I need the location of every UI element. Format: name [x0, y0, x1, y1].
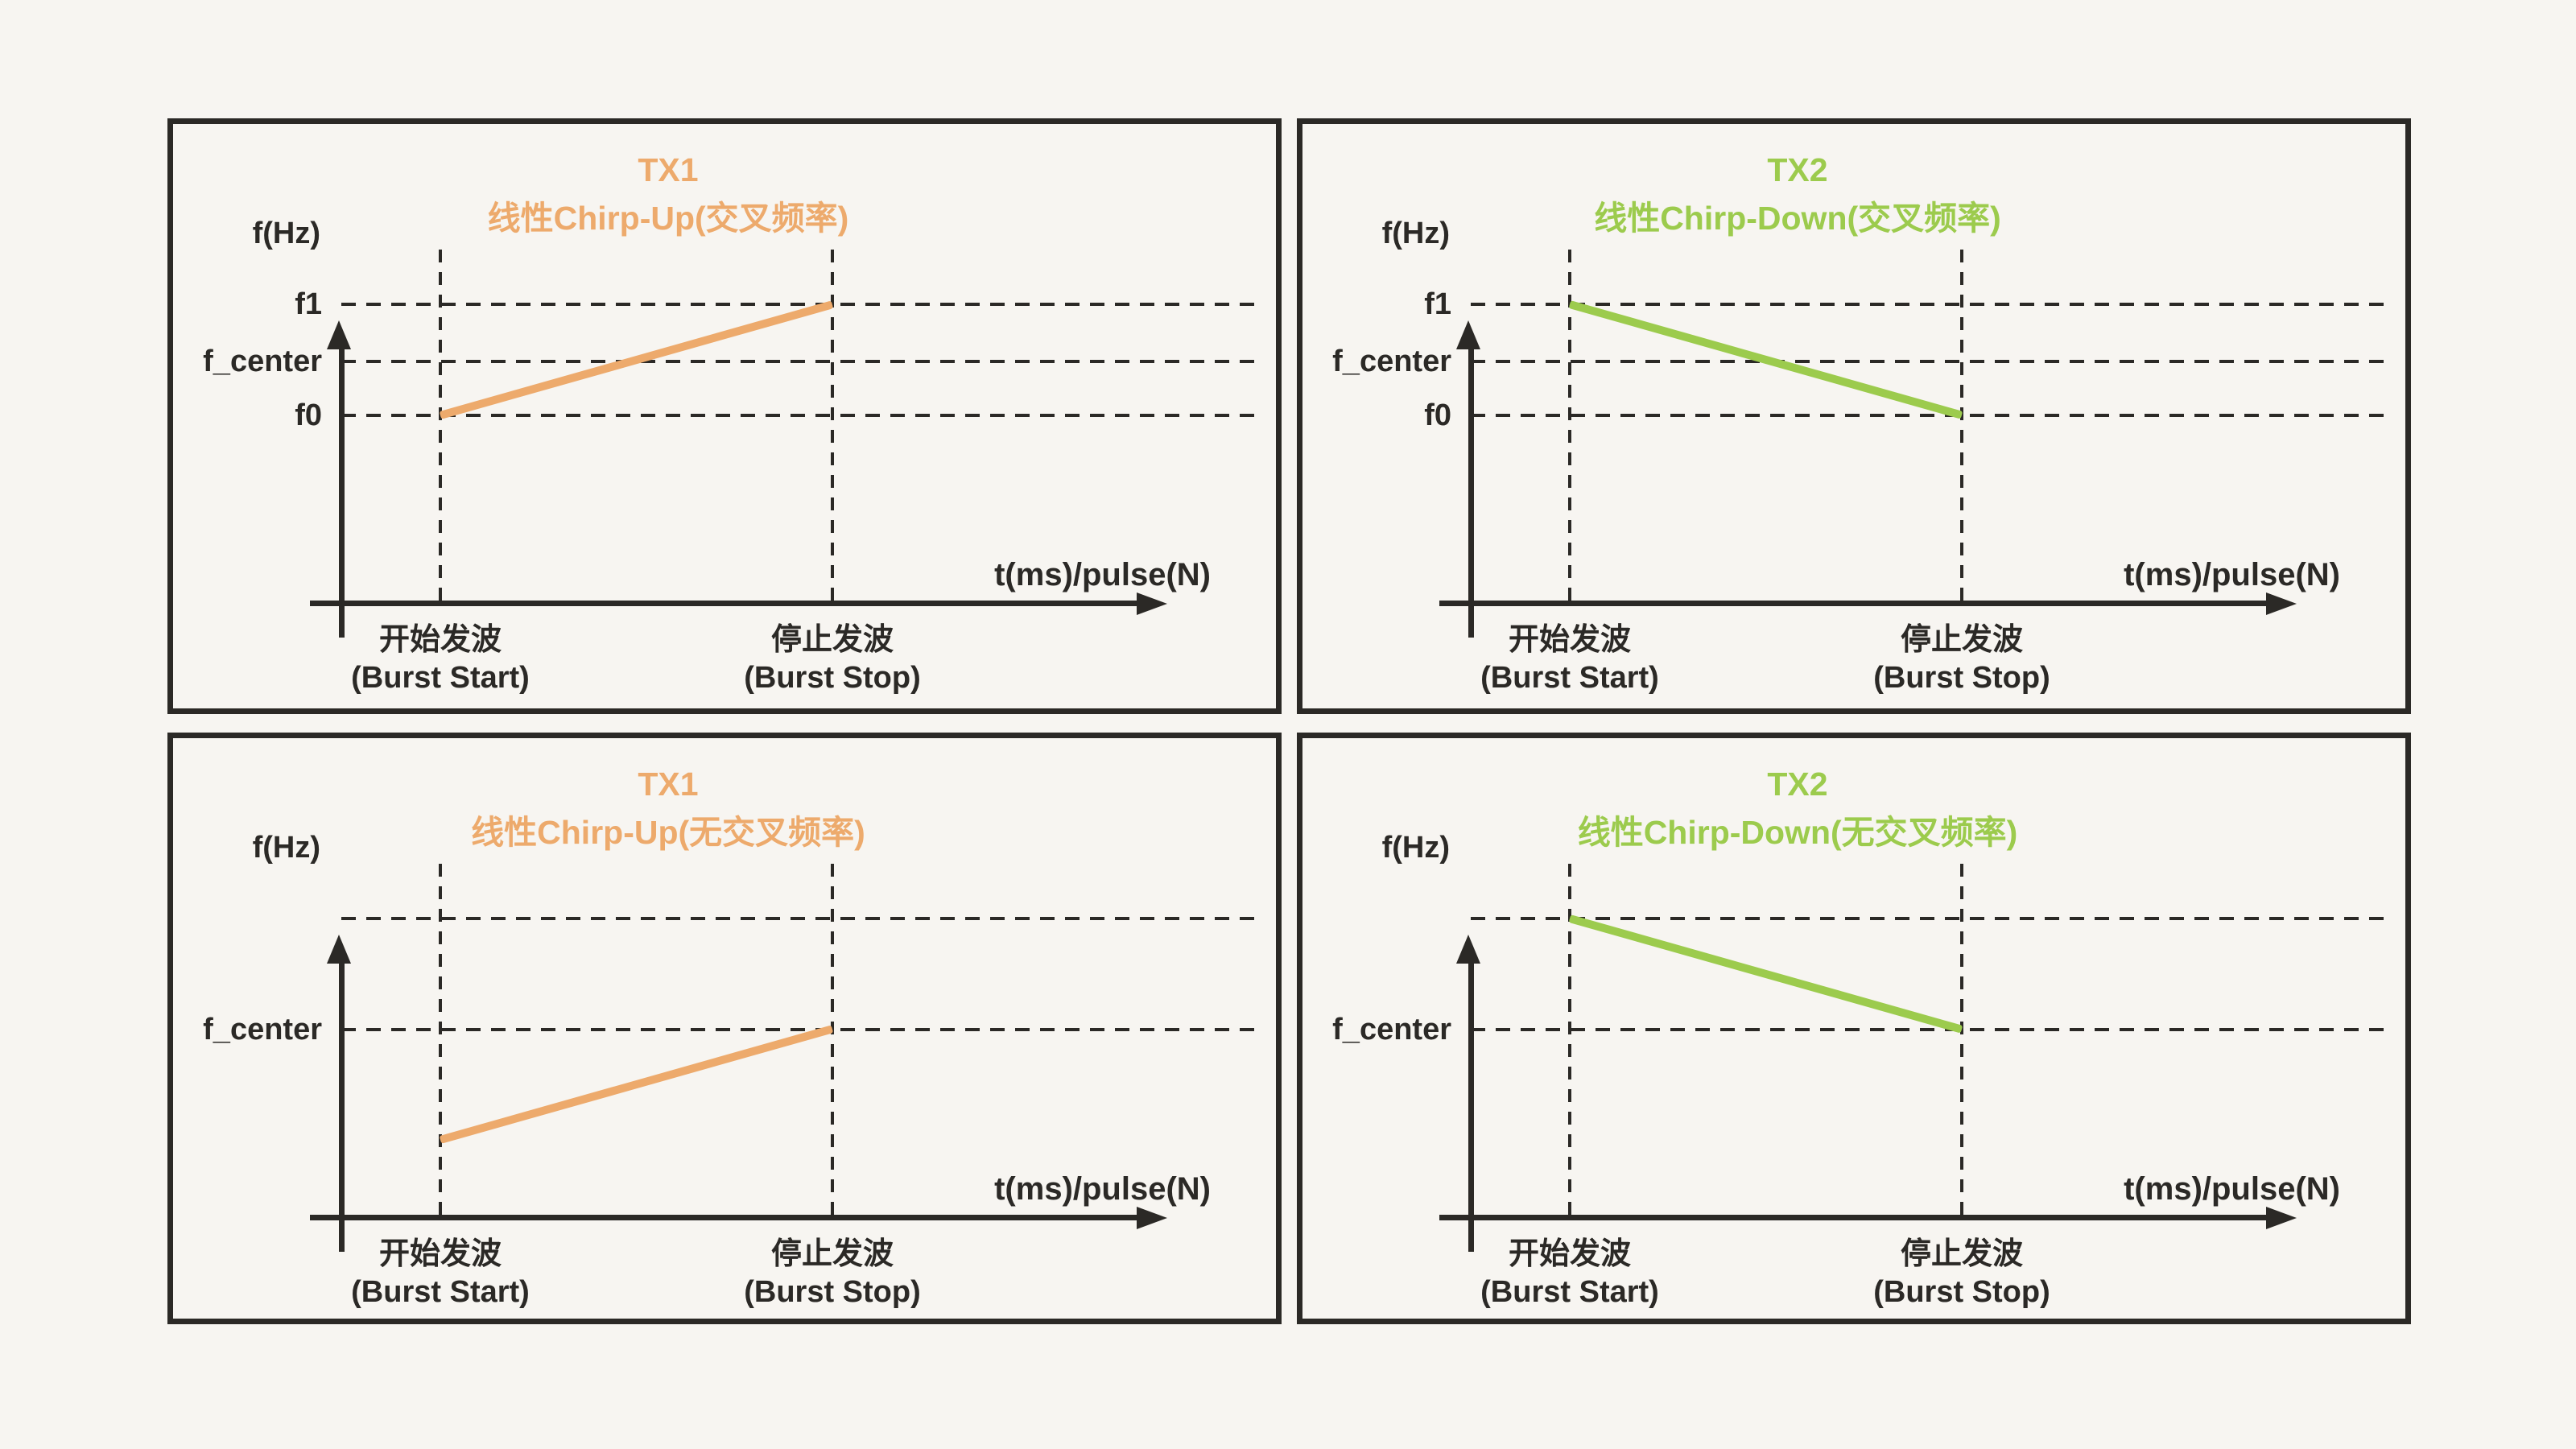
dashed-line-burst-stop [1960, 250, 1963, 601]
dashed-line-f1 [1471, 303, 2389, 306]
dashed-line-burst-start [1568, 250, 1571, 601]
panel-border [1297, 118, 2411, 714]
dashed-line-f0 [341, 414, 1260, 417]
x-axis-label: t(ms)/pulse(N) [2124, 557, 2340, 592]
burst-start-label: 开始发波 (Burst Start) [247, 1236, 634, 1311]
burst-stop-label: 停止发波 (Burst Stop) [639, 621, 1026, 697]
dashed-line-burst-stop [831, 250, 834, 601]
dashed-line-burst-start [439, 250, 442, 601]
dashed-line-f-center [1471, 1028, 2389, 1031]
tick-label-f1: f1 [1424, 287, 1451, 321]
panel-title-mode: 线性Chirp-Down(交叉频率) [1594, 200, 2001, 237]
burst-start-label-cn: 开始发波 [378, 1237, 502, 1271]
burst-stop-label-en: (Burst Stop) [1873, 661, 2050, 695]
burst-start-label-cn: 开始发波 [378, 623, 502, 657]
burst-start-label: 开始发波 (Burst Start) [1377, 621, 1763, 697]
panel-title-tx: TX1 [638, 766, 699, 803]
burst-stop-label-cn: 停止发波 [770, 1237, 894, 1271]
panel-tx1-chirp-up-crossed: TX1 线性Chirp-Up(交叉频率) f(Hz) t(ms)/pulse(N… [167, 118, 1282, 714]
panel-tx1-chirp-up-noncrossed: TX1 线性Chirp-Up(无交叉频率) f(Hz) t(ms)/pulse(… [167, 733, 1282, 1324]
y-axis-label: f(Hz) [1381, 831, 1450, 865]
y-axis-arrowhead [1456, 935, 1480, 964]
x-axis-label: t(ms)/pulse(N) [994, 1171, 1211, 1207]
burst-start-label: 开始发波 (Burst Start) [247, 621, 634, 697]
dashed-line-f-center [341, 360, 1260, 363]
panel-border [1297, 733, 2411, 1324]
panel-title-tx: TX1 [638, 151, 699, 188]
y-axis-label: f(Hz) [1381, 217, 1450, 250]
panel-title: TX2 线性Chirp-Down(交叉频率) [1297, 146, 2298, 242]
y-axis-arrowhead [327, 935, 351, 964]
y-axis-line [339, 960, 345, 1252]
tick-label-f-center: f_center [203, 345, 322, 378]
dashed-line-burst-start [439, 864, 442, 1216]
panel-title: TX2 线性Chirp-Down(无交叉频率) [1297, 760, 2298, 857]
panel-border [167, 733, 1282, 1324]
x-axis-arrowhead [2266, 592, 2297, 615]
dashed-line-f-center [1471, 360, 2389, 363]
panel-title-mode: 线性Chirp-Up(交叉频率) [487, 200, 849, 237]
y-axis-label: f(Hz) [252, 217, 320, 250]
x-axis-label: t(ms)/pulse(N) [994, 557, 1211, 592]
dashed-line-f-center [341, 1028, 1260, 1031]
dashed-line-burst-stop [1960, 864, 1963, 1216]
burst-stop-label: 停止发波 (Burst Stop) [639, 1236, 1026, 1311]
panel-title-mode: 线性Chirp-Down(无交叉频率) [1577, 814, 2018, 851]
burst-stop-label-en: (Burst Stop) [744, 661, 921, 695]
dashed-line-upper [341, 917, 1260, 920]
x-axis-line [310, 1215, 1139, 1220]
burst-start-label-en: (Burst Start) [1480, 661, 1659, 695]
dashed-line-burst-start [1568, 864, 1571, 1216]
burst-start-label-en: (Burst Start) [1480, 1275, 1659, 1309]
tick-label-f-center: f_center [1332, 345, 1451, 378]
panel-title: TX1 线性Chirp-Up(无交叉频率) [167, 760, 1169, 857]
panel-title: TX1 线性Chirp-Up(交叉频率) [167, 146, 1169, 242]
burst-start-label-en: (Burst Start) [351, 661, 530, 695]
burst-start-label-cn: 开始发波 [1508, 1237, 1631, 1271]
burst-start-label-cn: 开始发波 [1508, 623, 1631, 657]
dashed-line-f0 [1471, 414, 2389, 417]
tick-label-f0: f0 [295, 398, 322, 432]
panel-title-mode: 线性Chirp-Up(无交叉频率) [471, 814, 865, 851]
panel-border [167, 118, 1282, 714]
burst-stop-label-en: (Burst Stop) [744, 1275, 921, 1309]
x-axis-line [1439, 1215, 2268, 1220]
x-axis-arrowhead [2266, 1207, 2297, 1229]
burst-stop-label-en: (Burst Stop) [1873, 1275, 2050, 1309]
x-axis-line [1439, 601, 2268, 606]
panel-tx2-chirp-down-noncrossed: TX2 线性Chirp-Down(无交叉频率) f(Hz) t(ms)/puls… [1297, 733, 2411, 1324]
panel-title-tx: TX2 [1767, 766, 1828, 803]
burst-stop-label-cn: 停止发波 [1900, 1237, 2023, 1271]
tick-label-f1: f1 [295, 287, 322, 321]
tick-label-f-center: f_center [203, 1013, 322, 1046]
y-axis-arrowhead [327, 320, 351, 349]
tick-label-f-center: f_center [1332, 1013, 1451, 1046]
dashed-line-f1 [341, 303, 1260, 306]
y-axis-label: f(Hz) [252, 831, 320, 865]
panel-tx2-chirp-down-crossed: TX2 线性Chirp-Down(交叉频率) f(Hz) t(ms)/pulse… [1297, 118, 2411, 714]
x-axis-arrowhead [1137, 592, 1167, 615]
x-axis-label: t(ms)/pulse(N) [2124, 1171, 2340, 1207]
dashed-line-upper [1471, 917, 2389, 920]
burst-start-label: 开始发波 (Burst Start) [1377, 1236, 1763, 1311]
x-axis-arrowhead [1137, 1207, 1167, 1229]
y-axis-arrowhead [1456, 320, 1480, 349]
y-axis-line [1468, 345, 1474, 638]
burst-stop-label: 停止发波 (Burst Stop) [1769, 621, 2155, 697]
burst-stop-label-cn: 停止发波 [770, 623, 894, 657]
dashed-line-burst-stop [831, 864, 834, 1216]
burst-stop-label-cn: 停止发波 [1900, 623, 2023, 657]
y-axis-line [1468, 960, 1474, 1252]
y-axis-line [339, 345, 345, 638]
burst-start-label-en: (Burst Start) [351, 1275, 530, 1309]
tick-label-f0: f0 [1424, 398, 1451, 432]
burst-stop-label: 停止发波 (Burst Stop) [1769, 1236, 2155, 1311]
panel-title-tx: TX2 [1767, 151, 1828, 188]
x-axis-line [310, 601, 1139, 606]
